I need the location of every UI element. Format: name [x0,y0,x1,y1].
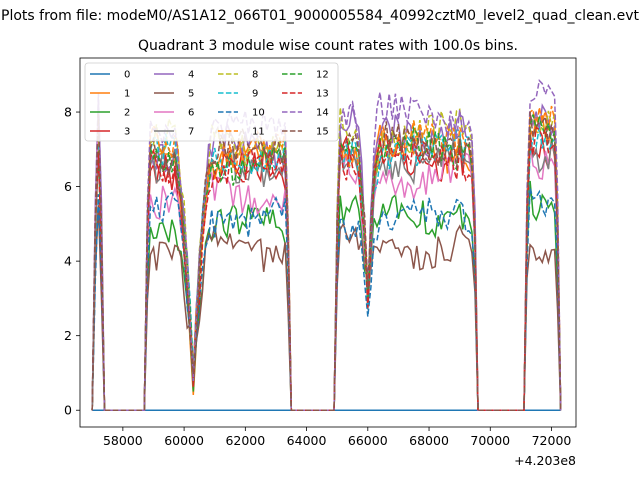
x-tick-label: 68000 [409,433,449,448]
chart-title: Quadrant 3 module wise count rates with … [138,38,518,54]
legend-label-5: 5 [188,89,194,100]
legend-label-15: 15 [316,127,329,138]
x-tick-label: 64000 [287,433,327,448]
axis-ticks: 58000 60000 62000 64000 66000 68000 70000 72000… [64,105,571,448]
legend-label-10: 10 [252,108,265,119]
legend-box [84,62,339,142]
legend-label-7: 7 [188,127,194,138]
legend-label-1: 1 [124,89,130,100]
y-tick-label: 0 [64,403,72,418]
legend-label-12: 12 [316,70,329,81]
legend-label-8: 8 [252,70,258,81]
legend-label-13: 13 [316,89,329,100]
legend-label-0: 0 [124,70,130,81]
y-tick-label: 6 [64,179,72,194]
legend-label-9: 9 [252,89,258,100]
legend-label-2: 2 [124,108,130,119]
legend-label-4: 4 [188,70,194,81]
legend-label-14: 14 [316,108,329,119]
x-tick-label: 66000 [348,433,388,448]
figure-suptitle: Plots from file: modeM0/AS1A12_066T01_90… [1,8,639,24]
x-tick-label: 62000 [225,433,265,448]
x-tick-label: 58000 [103,433,143,448]
series-line-13 [91,125,562,411]
y-tick-label: 2 [64,328,72,343]
series-line-15 [91,111,562,411]
x-tick-label: 60000 [164,433,204,448]
y-tick-label: 8 [64,105,72,120]
x-tick-label: 70000 [470,433,510,448]
legend-label-6: 6 [188,108,194,119]
legend-label-3: 3 [124,127,130,138]
plot-frame [79,57,577,428]
x-tick-label: 72000 [532,433,572,448]
x-offset-label: +4.203e8 [514,453,576,468]
legend-label-11: 11 [252,127,265,138]
y-tick-label: 4 [64,254,72,269]
